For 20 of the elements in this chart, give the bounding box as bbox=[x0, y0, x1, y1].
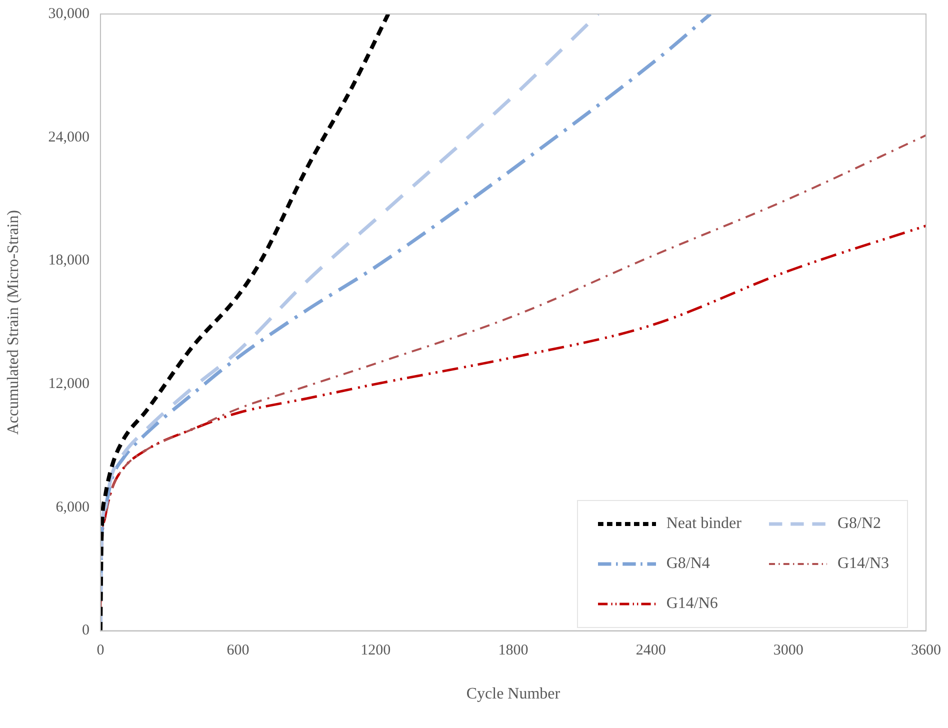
x-tick-label: 1200 bbox=[360, 642, 391, 659]
x-tick-label: 1800 bbox=[498, 642, 528, 659]
y-tick-label: 18,000 bbox=[48, 252, 90, 269]
y-tick-label: 12,000 bbox=[48, 376, 90, 392]
y-tick-label: 0 bbox=[82, 622, 90, 639]
legend-label: G8/N4 bbox=[666, 555, 710, 573]
y-tick-label: 24,000 bbox=[48, 129, 90, 146]
y-axis-title: Accumulated Strain (Micro-Strain) bbox=[4, 210, 22, 435]
y-tick-label: 30,000 bbox=[48, 6, 90, 22]
legend-label: G14/N3 bbox=[837, 555, 889, 573]
x-tick-label: 600 bbox=[226, 642, 250, 659]
x-tick-label: 0 bbox=[96, 642, 104, 659]
x-tick-label: 2400 bbox=[636, 642, 666, 659]
x-tick-label: 3600 bbox=[911, 642, 941, 659]
legend-label: G8/N2 bbox=[837, 515, 881, 533]
legend-label: Neat binder bbox=[666, 515, 742, 533]
x-tick-label: 3000 bbox=[773, 642, 804, 659]
x-axis-title: Cycle Number bbox=[466, 686, 561, 703]
legend-label: G14/N6 bbox=[666, 595, 718, 613]
y-tick-label: 6,000 bbox=[56, 499, 90, 516]
